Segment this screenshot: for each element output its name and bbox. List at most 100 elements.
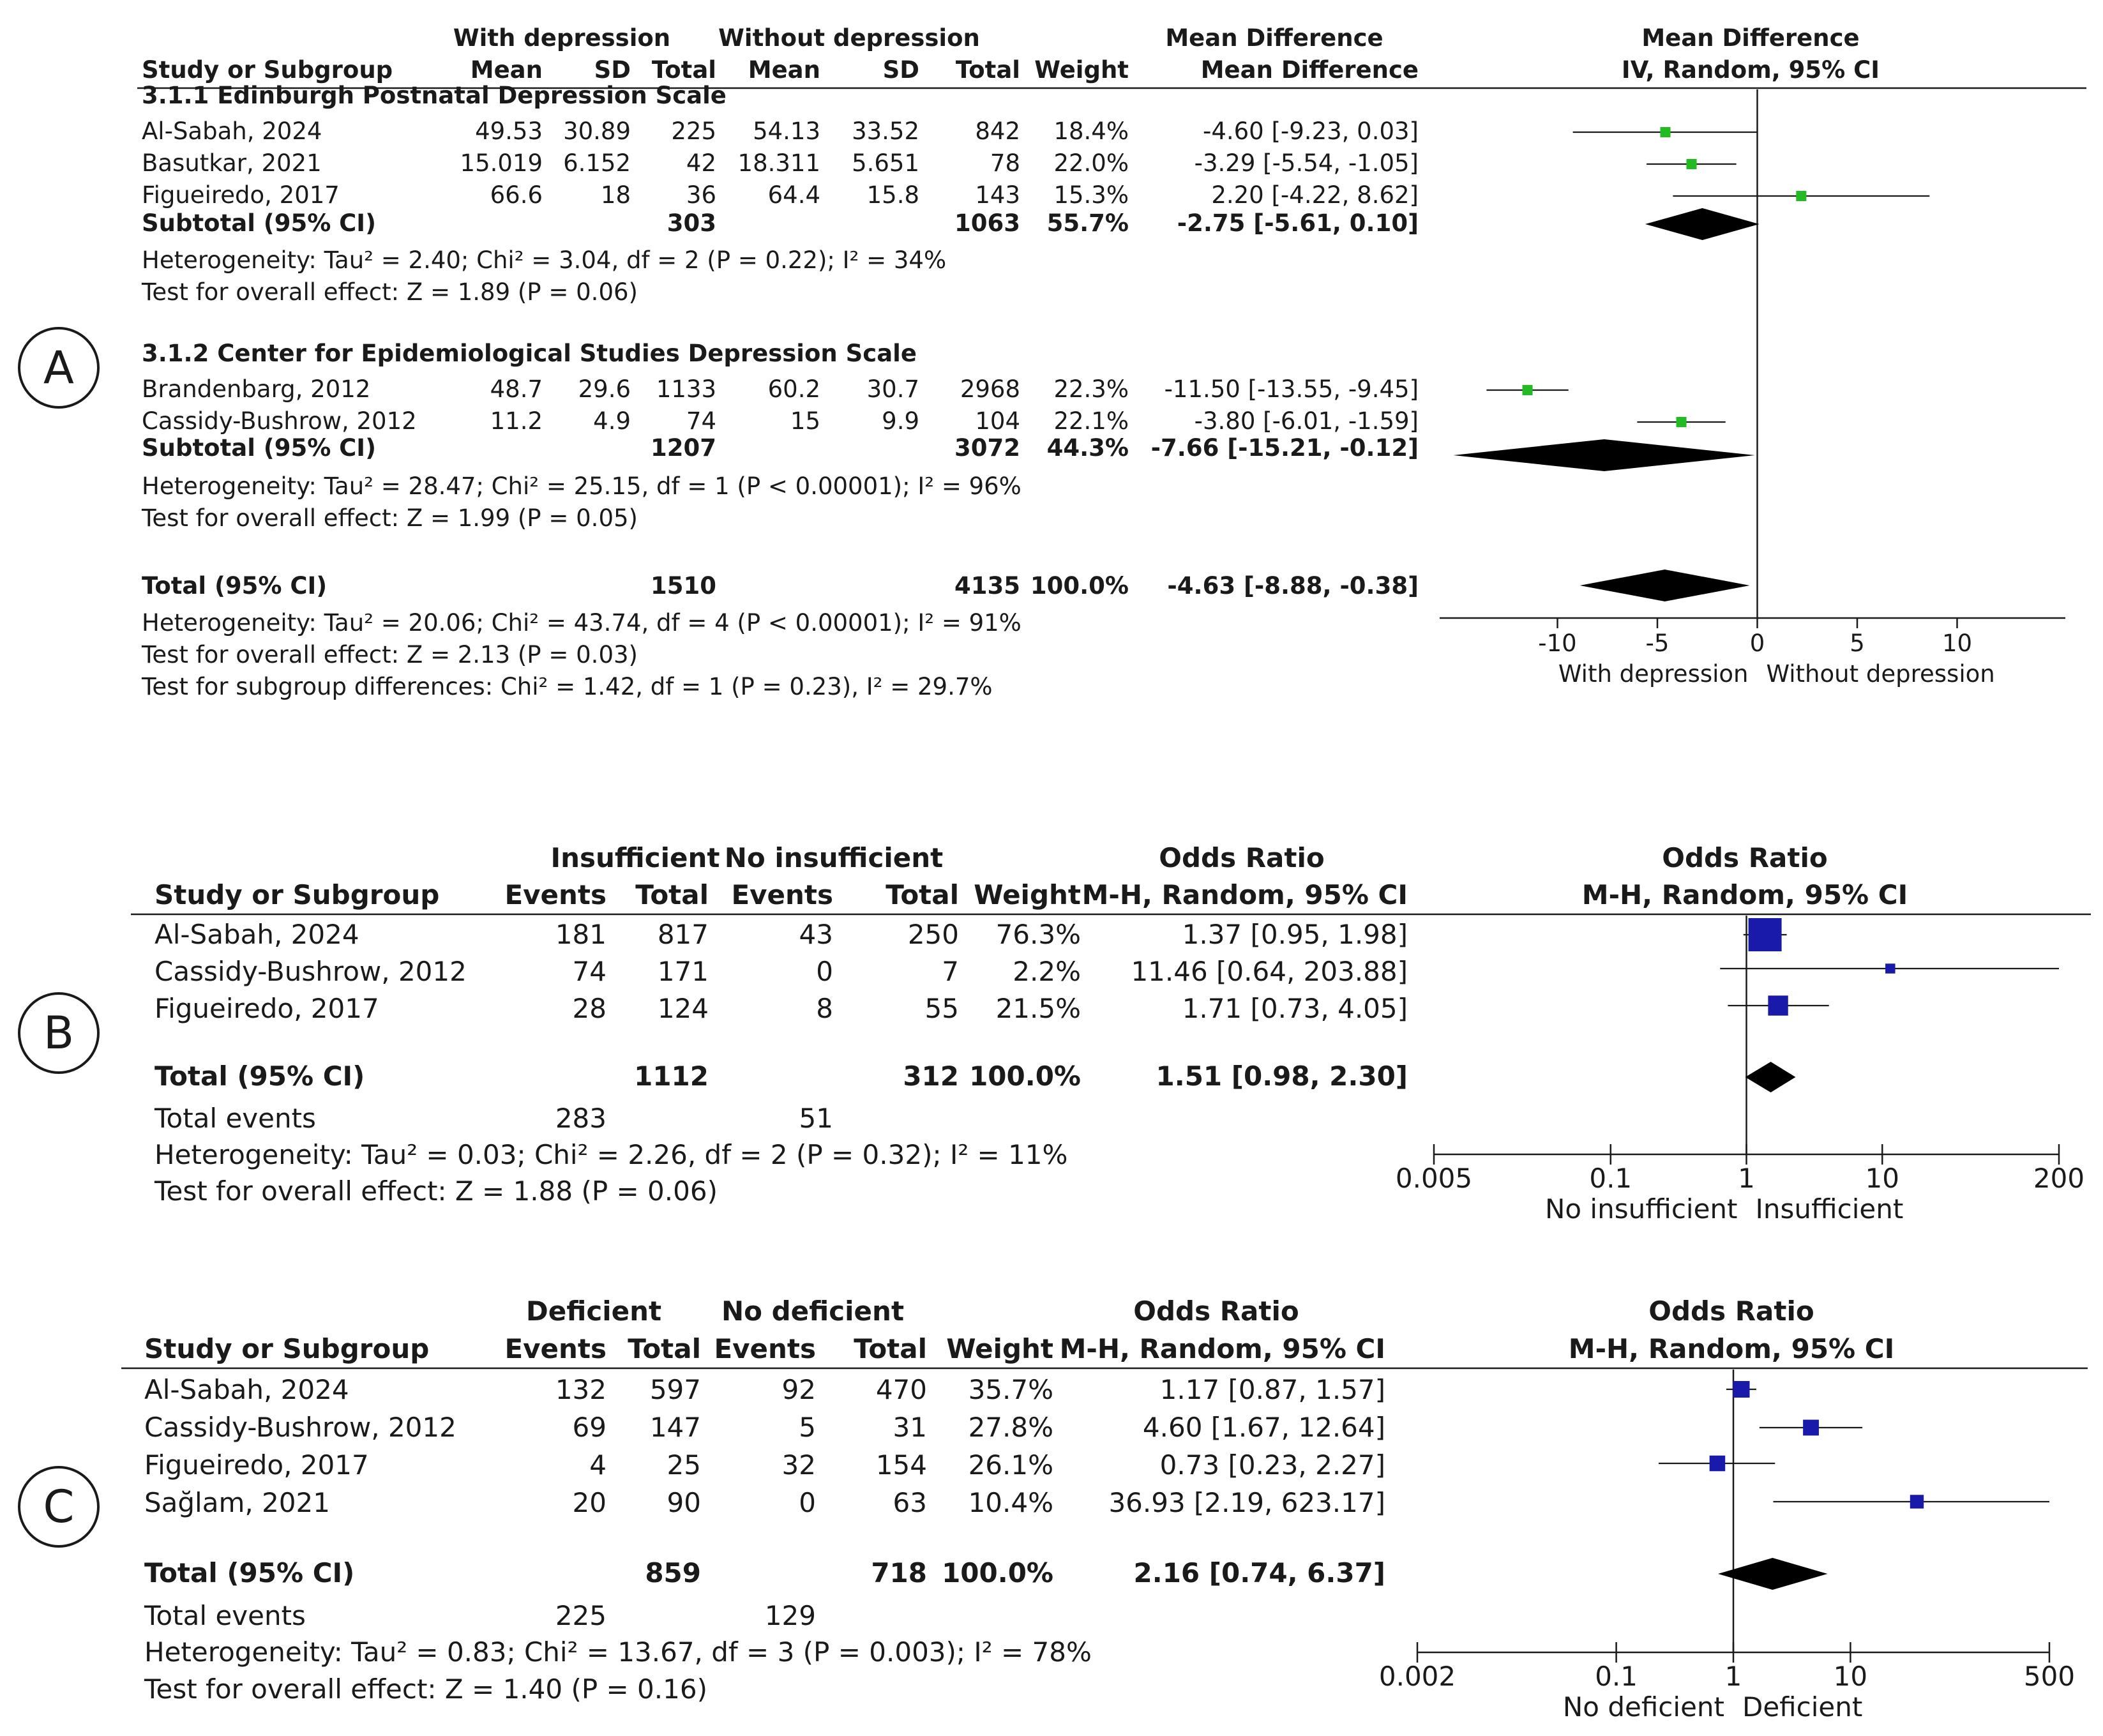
table-cell: 64.4 — [768, 181, 820, 209]
total-count: 1112 — [634, 1060, 709, 1092]
heterogeneity-text: Heterogeneity: Tau² = 2.40; Chi² = 3.04,… — [142, 246, 946, 274]
x-axis-tick-label: 10 — [1834, 1661, 1867, 1692]
subtotal-weight: 44.3% — [1047, 434, 1129, 462]
column-header: Study or Subgroup — [155, 879, 439, 910]
ci-text: 4.60 [1.67, 12.64] — [1143, 1412, 1385, 1443]
table-cell: 11.2 — [490, 407, 543, 435]
subtotal-weight: 55.7% — [1047, 209, 1129, 237]
subtotal-total: 1063 — [954, 209, 1020, 237]
ci-text: 1.71 [0.73, 4.05] — [1182, 993, 1408, 1024]
total-count: 312 — [903, 1060, 959, 1092]
pooled-diamond — [1645, 208, 1760, 240]
x-axis-tick-label: 200 — [2033, 1163, 2084, 1194]
group-header: No deficient — [721, 1295, 904, 1327]
table-cell: 0 — [816, 956, 833, 987]
table-cell: 18.4% — [1053, 117, 1129, 145]
table-cell: 154 — [876, 1449, 927, 1481]
study-marker — [1885, 963, 1896, 974]
column-header: Total — [956, 56, 1020, 84]
x-axis-tick-label: -5 — [1646, 630, 1670, 657]
study-name: Figueiredo, 2017 — [142, 181, 340, 209]
table-cell: 18.311 — [738, 149, 820, 177]
pooled-diamond — [1579, 570, 1750, 601]
table-cell: 28 — [573, 993, 607, 1024]
ci-text: 1.17 [0.87, 1.57] — [1160, 1374, 1385, 1405]
total-label: Total (95% CI) — [144, 1557, 354, 1589]
plot-subtitle: IV, Random, 95% CI — [1622, 56, 1880, 84]
table-cell: 74 — [573, 956, 607, 987]
study-name: Al-Sabah, 2024 — [144, 1374, 349, 1405]
table-cell: 74 — [686, 407, 716, 435]
column-header: Events — [714, 1333, 816, 1364]
column-header: Total — [635, 879, 709, 910]
ci-text: 11.46 [0.64, 203.88] — [1131, 956, 1408, 987]
group-header: With depression — [453, 24, 670, 52]
ci-text: -3.80 [-6.01, -1.59] — [1195, 407, 1419, 435]
ci-text: -4.60 [-9.23, 0.03] — [1203, 117, 1419, 145]
x-axis-tick-label: 1 — [1725, 1661, 1742, 1692]
total-weight: 100.0% — [969, 1060, 1081, 1092]
table-cell: 60.2 — [768, 375, 820, 403]
table-cell: 143 — [975, 181, 1020, 209]
heterogeneity-text: Heterogeneity: Tau² = 28.47; Chi² = 25.1… — [142, 472, 1021, 500]
table-cell: 817 — [658, 919, 709, 950]
table-cell: 42 — [686, 149, 716, 177]
table-cell: 22.3% — [1053, 375, 1129, 403]
footer-text: Test for subgroup differences: Chi² = 1.… — [141, 673, 993, 700]
table-cell: 5.651 — [852, 149, 919, 177]
footer-text: Heterogeneity: Tau² = 0.83; Chi² = 13.67… — [144, 1636, 1092, 1668]
group-header: No insufficient — [725, 842, 943, 873]
x-axis-tick-label: 1 — [1738, 1163, 1755, 1194]
column-header: Mean — [748, 56, 820, 84]
subtotal-total: 3072 — [954, 434, 1020, 462]
table-cell: 66.6 — [490, 181, 543, 209]
total-label: Total (95% CI) — [155, 1060, 365, 1092]
study-marker — [1803, 1419, 1819, 1436]
table-cell: 15.019 — [460, 149, 543, 177]
table-cell: 250 — [908, 919, 959, 950]
plot-title: Odds Ratio — [1648, 1295, 1814, 1327]
table-cell: 18 — [601, 181, 631, 209]
study-marker — [1676, 417, 1687, 427]
panel-label-circle — [18, 992, 100, 1074]
total-ci: 2.16 [0.74, 6.37] — [1134, 1557, 1385, 1589]
footer-text: Test for overall effect: Z = 2.13 (P = 0… — [141, 641, 638, 668]
ci-text: 36.93 [2.19, 623.17] — [1108, 1487, 1385, 1518]
table-cell: 6.152 — [563, 149, 631, 177]
subtotal-ci: -2.75 [-5.61, 0.10] — [1177, 209, 1419, 237]
table-cell: 4 — [589, 1449, 607, 1481]
panel-label-circle — [18, 1466, 100, 1548]
table-cell: 2968 — [960, 375, 1020, 403]
table-effect-title: Odds Ratio — [1159, 842, 1324, 873]
total-weight: 100.0% — [1030, 572, 1129, 600]
study-name: Cassidy-Bushrow, 2012 — [144, 1412, 456, 1443]
plot-title: Odds Ratio — [1662, 842, 1827, 873]
study-marker — [1796, 191, 1807, 201]
table-cell: 30.7 — [867, 375, 919, 403]
ci-text: -11.50 [-13.55, -9.45] — [1165, 375, 1419, 403]
group-header: Insufficient — [550, 842, 720, 873]
column-header: Mean — [471, 56, 543, 84]
table-cell: 55 — [925, 993, 959, 1024]
table-cell: 4.9 — [593, 407, 631, 435]
footer-text: Heterogeneity: Tau² = 20.06; Chi² = 43.7… — [142, 609, 1021, 637]
table-cell: 30.89 — [563, 117, 631, 145]
x-axis-tick-label: 500 — [2024, 1661, 2075, 1692]
table-cell: 470 — [876, 1374, 927, 1405]
plot-subtitle: M-H, Random, 95% CI — [1569, 1333, 1894, 1364]
pooled-diamond — [1453, 439, 1755, 471]
study-name: Cassidy-Bushrow, 2012 — [155, 956, 467, 987]
group-header: Deficient — [526, 1295, 661, 1327]
subtotal-total: 1207 — [651, 434, 716, 462]
table-cell: 90 — [667, 1487, 701, 1518]
table-cell: 597 — [650, 1374, 701, 1405]
axis-direction-label: No deficient — [1563, 1691, 1724, 1723]
column-header: SD — [594, 56, 631, 84]
plot-subtitle: M-H, Random, 95% CI — [1582, 879, 1908, 910]
study-name: Basutkar, 2021 — [142, 149, 322, 177]
total-events-count: 129 — [765, 1600, 816, 1631]
table-cell: 132 — [555, 1374, 607, 1405]
study-name: Figueiredo, 2017 — [155, 993, 379, 1024]
table-effect-title: Mean Difference — [1165, 24, 1383, 52]
